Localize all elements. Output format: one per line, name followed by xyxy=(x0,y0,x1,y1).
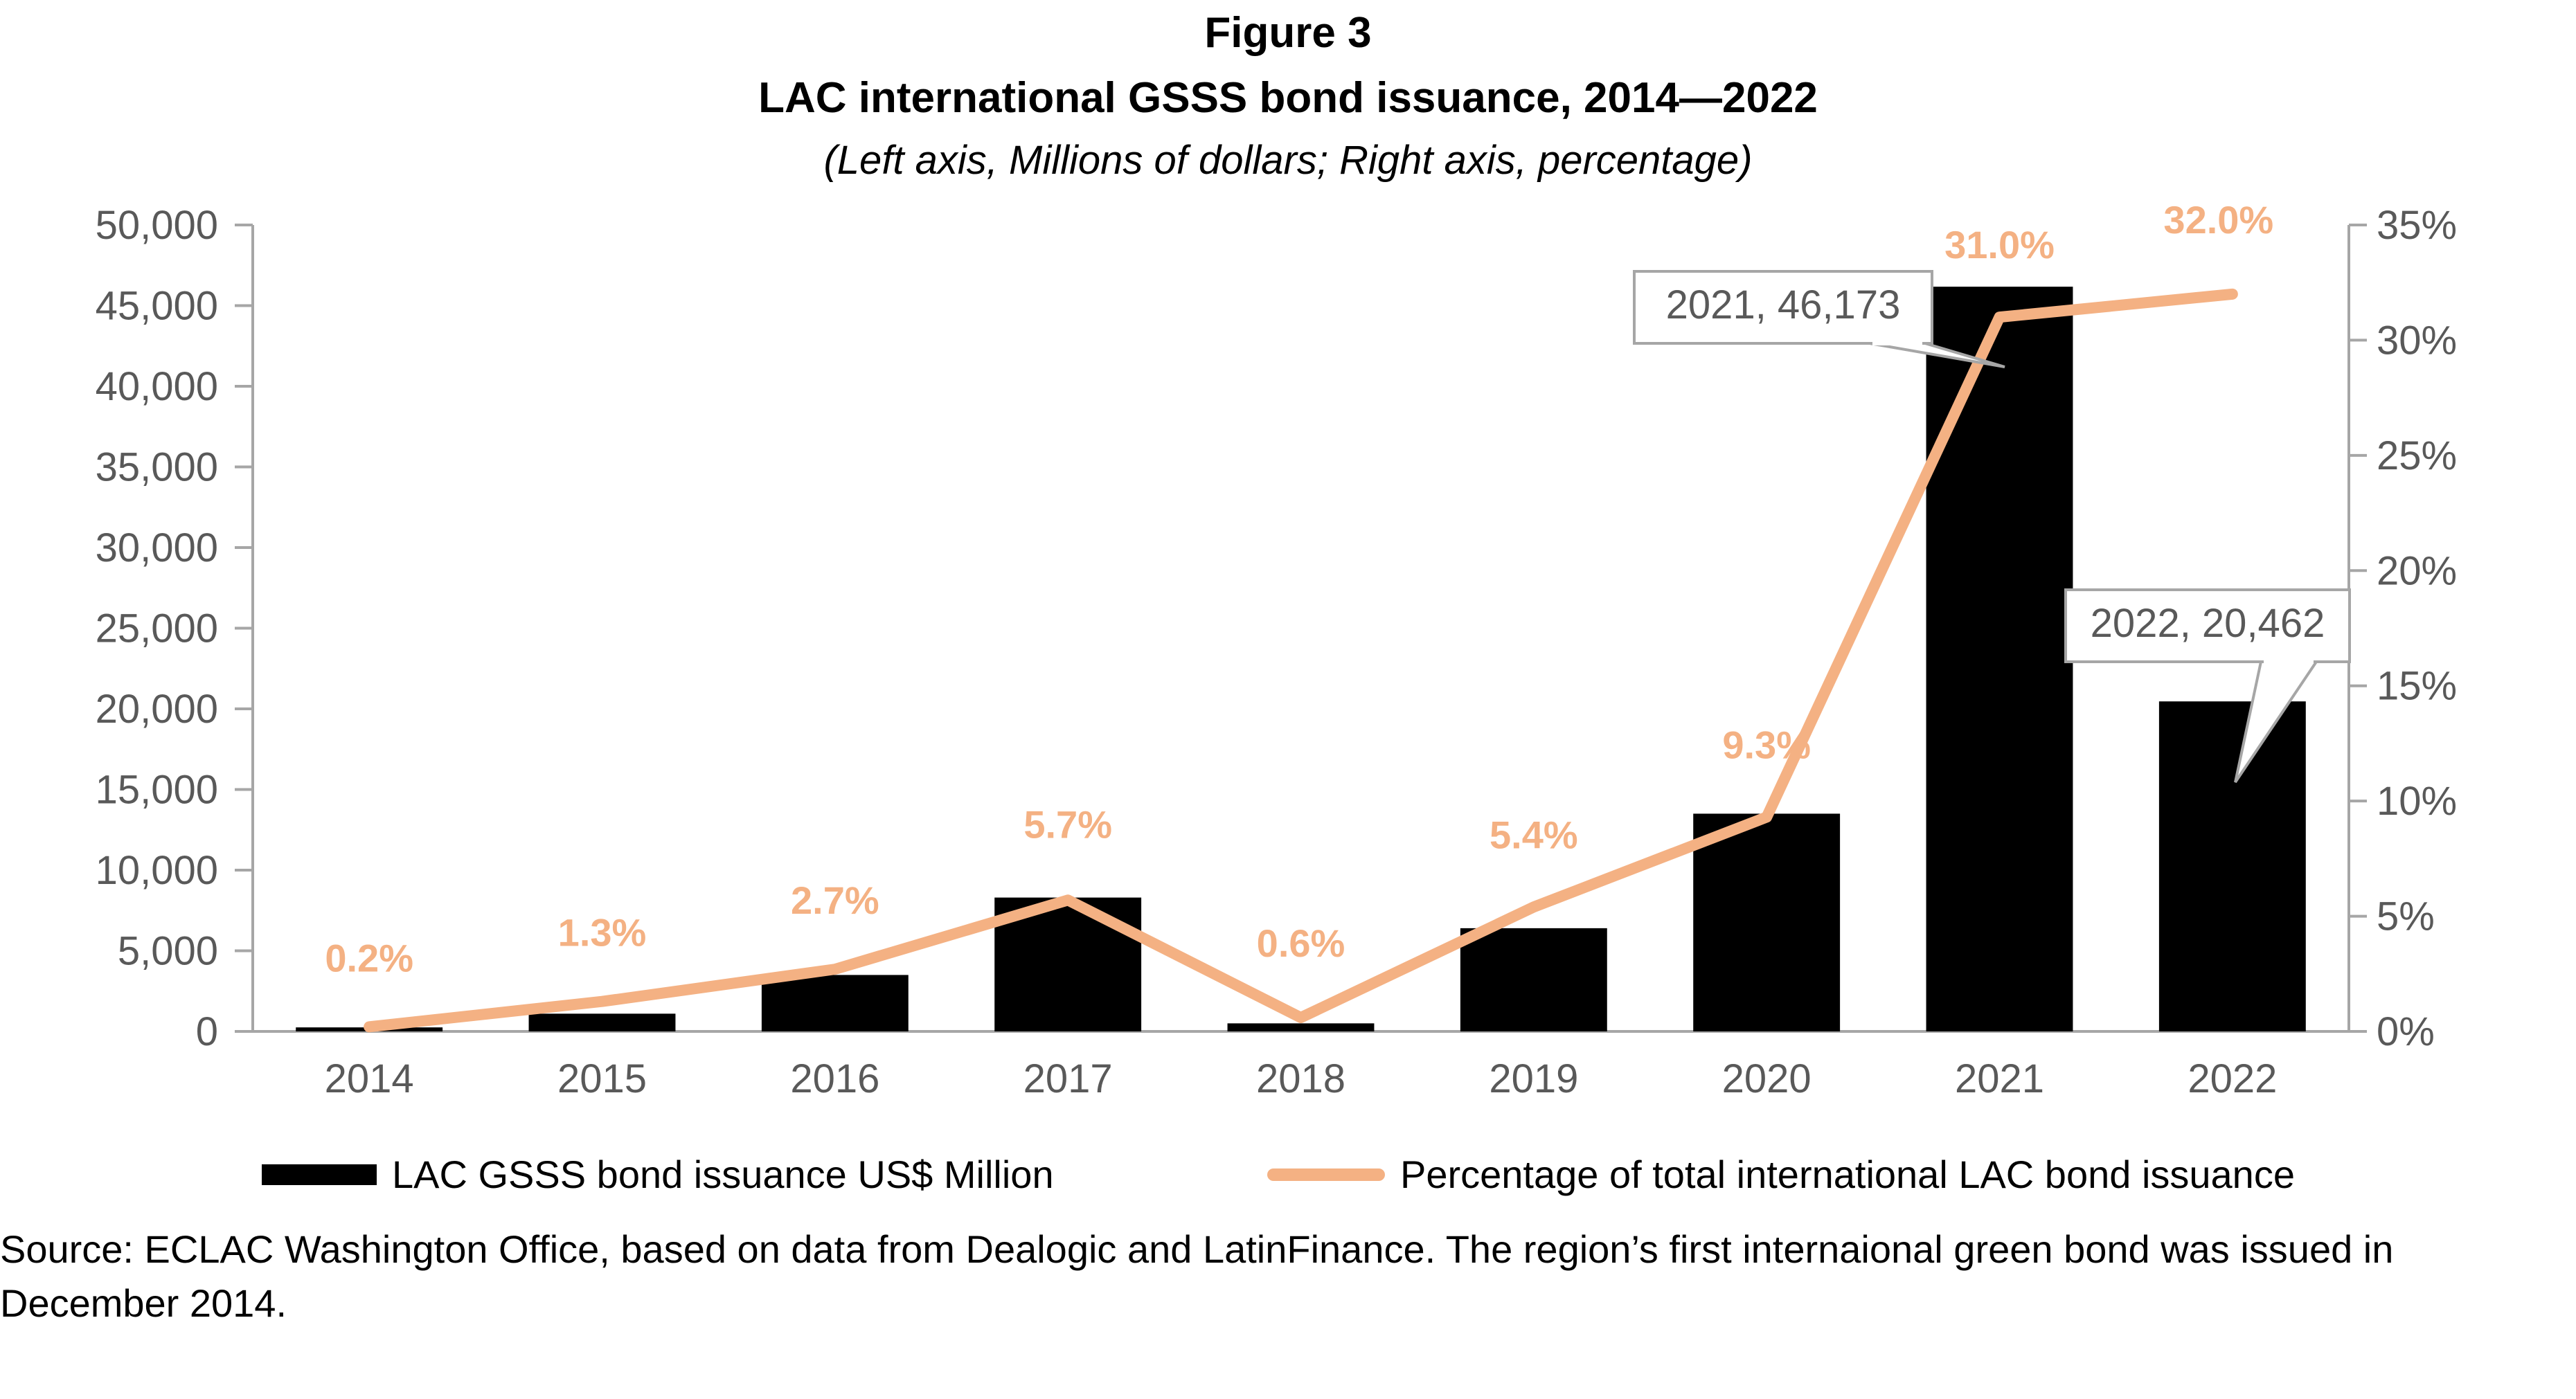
x-tick-label: 2021 xyxy=(1955,1056,2044,1101)
right-tick-label: 10% xyxy=(2377,779,2457,824)
left-tick-label: 15,000 xyxy=(96,768,218,813)
left-tick-label: 40,000 xyxy=(96,364,218,409)
x-tick-label: 2015 xyxy=(557,1056,647,1101)
source-line-1: Source: ECLAC Washington Office, based o… xyxy=(0,1227,2394,1271)
left-tick-label: 50,000 xyxy=(96,203,218,248)
legend-item-bars: LAC GSSS bond issuance US$ Million xyxy=(262,1152,1054,1197)
percentage-label-2016: 2.7% xyxy=(791,878,879,922)
legend-label-bars: LAC GSSS bond issuance US$ Million xyxy=(392,1153,1054,1196)
chart-subtitle: (Left axis, Millions of dollars; Right a… xyxy=(823,138,1753,183)
right-tick-label: 5% xyxy=(2377,894,2435,939)
left-tick-label: 5,000 xyxy=(118,929,218,974)
right-tick-label: 20% xyxy=(2377,548,2457,593)
legend-item-line: Percentage of total international LAC bo… xyxy=(1267,1152,2295,1197)
bar-2019 xyxy=(1460,928,1607,1031)
x-tick-label: 2014 xyxy=(325,1056,414,1101)
legend-swatch-line xyxy=(1267,1168,1385,1181)
left-tick-label: 25,000 xyxy=(96,606,218,651)
right-tick-label: 25% xyxy=(2377,433,2457,478)
x-tick-label: 2020 xyxy=(1722,1056,1812,1101)
x-tick-label: 2017 xyxy=(1023,1056,1113,1101)
percentage-label-2022: 32.0% xyxy=(2163,198,2273,242)
right-tick-label: 15% xyxy=(2377,664,2457,709)
source-line-2: December 2014. xyxy=(0,1281,287,1325)
legend-swatch-bars xyxy=(262,1164,377,1185)
left-tick-label: 20,000 xyxy=(96,687,218,732)
left-tick-label: 45,000 xyxy=(96,284,218,329)
percentage-label-2021: 31.0% xyxy=(1944,223,2055,267)
left-tick-label: 10,000 xyxy=(96,848,218,893)
x-tick-label: 2018 xyxy=(1256,1056,1345,1101)
bond-issuance-chart: 0 5,000 10,000 15,000 20,000 25,000 30,000 35,0… xyxy=(96,198,2458,1101)
bar-2022 xyxy=(2158,701,2306,1031)
callout-text-2021: 2021, 46,173 xyxy=(1666,282,1901,327)
percentage-label-2014: 0.2% xyxy=(325,936,413,980)
source-note: Source: ECLAC Washington Office, based o… xyxy=(0,1222,2576,1330)
bar-2020 xyxy=(1693,813,1841,1031)
x-tick-label: 2019 xyxy=(1489,1056,1578,1101)
bar-2018 xyxy=(1227,1023,1375,1031)
right-tick-label: 35% xyxy=(2377,203,2457,248)
percentage-label-2018: 0.6% xyxy=(1257,921,1345,965)
callout-text-2022: 2022, 20,462 xyxy=(2091,601,2325,646)
left-tick-label: 35,000 xyxy=(96,445,218,490)
callout-box-2021 xyxy=(1633,270,1933,345)
percentage-line xyxy=(364,288,2238,1033)
percentage-label-2015: 1.3% xyxy=(558,911,647,955)
x-tick-label: 2016 xyxy=(790,1056,879,1101)
legend-label-line: Percentage of total international LAC bo… xyxy=(1400,1153,2295,1196)
percentage-label-2020: 9.3% xyxy=(1722,723,1811,766)
figure-label: Figure 3 xyxy=(1204,9,1372,57)
callout-box-2022 xyxy=(2064,588,2351,663)
left-tick-label: 30,000 xyxy=(96,525,218,570)
right-tick-label: 30% xyxy=(2377,318,2457,363)
bar-2021 xyxy=(1926,287,2073,1032)
left-tick-label: 0 xyxy=(196,1009,218,1054)
chart-title: LAC international GSSS bond issuance, 20… xyxy=(758,74,1818,122)
percentage-label-2017: 5.7% xyxy=(1023,802,1112,846)
percentage-label-2019: 5.4% xyxy=(1490,813,1578,856)
x-tick-label: 2022 xyxy=(2188,1056,2277,1101)
right-tick-label: 0% xyxy=(2377,1009,2435,1054)
bar-2015 xyxy=(528,1013,676,1031)
bar-2016 xyxy=(761,975,909,1031)
